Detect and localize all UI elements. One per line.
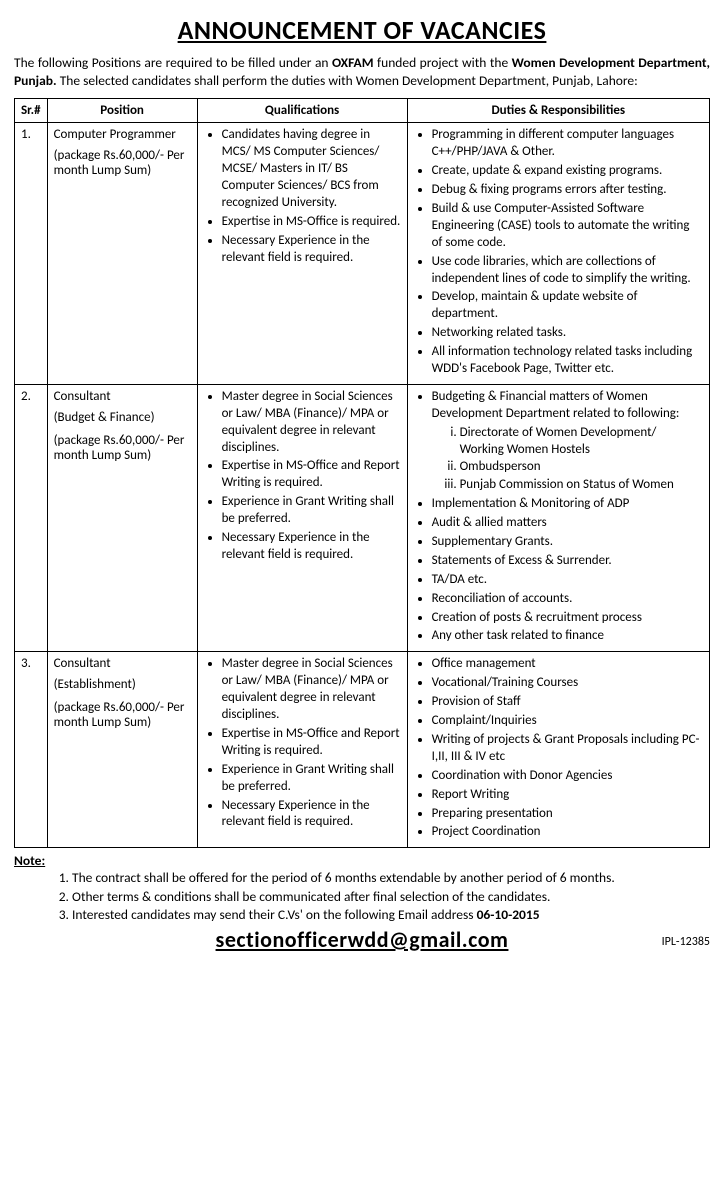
position-subtitle: (Budget & Finance) [54,410,191,425]
notes-block: Note: The contract shall be offered for … [14,852,710,924]
duty-item: All information technology related tasks… [432,344,703,378]
position-title: Consultant [54,656,191,671]
header-duties: Duties & Responsibilities [407,99,709,123]
duty-item: Supplementary Grants. [432,534,703,551]
qualification-item: Expertise in MS-Office and Report Writin… [222,458,401,492]
duty-item: Creation of posts & recruitment process [432,610,703,627]
position-subtitle: (Establishment) [54,677,191,692]
qualification-item: Master degree in Social Sciences or Law/… [222,656,401,724]
duty-item: Writing of projects & Grant Proposals in… [432,732,703,766]
position-package: (package Rs.60,000/- Per month Lump Sum) [54,700,191,730]
duty-subitem: Directorate of Women Development/ Workin… [460,425,703,459]
duty-subitem: Ombudsperson [460,459,703,476]
cell-position: Consultant (Budget & Finance) (package Rs.… [47,384,197,651]
duty-item: Develop, maintain & update website of de… [432,289,703,323]
note-item: Interested candidates may send their C.V… [72,906,710,924]
qualification-item: Necessary Experience in the relevant fie… [222,530,401,564]
qualification-item: Expertise in MS-Office and Report Writin… [222,726,401,760]
table-row: 3. Consultant (Establishment) (package Rs.6… [15,652,710,848]
notes-list: The contract shall be offered for the pe… [14,869,710,924]
vacancy-table: Sr.# Position Qualifications Duties & Re… [14,98,710,848]
cell-position: Computer Programmer (package Rs.60,000/- … [47,123,197,384]
duty-item: Use code libraries, which are collection… [432,254,703,288]
page-title: ANNOUNCEMENT OF VACANCIES [14,14,710,46]
position-package: (package Rs.60,000/- Per month Lump Sum) [54,433,191,463]
duty-item: Complaint/Inquiries [432,713,703,730]
qualification-item: Master degree in Social Sciences or Law/… [222,389,401,457]
duty-item: Implementation & Monitoring of ADP [432,496,703,513]
duty-item: Vocational/Training Courses [432,675,703,692]
duty-item: Build & use Computer-Assisted Software E… [432,201,703,252]
cell-qualifications: Master degree in Social Sciences or Law/… [197,652,407,848]
duty-item: Budgeting & Financial matters of Women D… [432,389,703,494]
duty-item: Create, update & expand existing program… [432,163,703,180]
cell-qualifications: Candidates having degree in MCS/ MS Comp… [197,123,407,384]
qualification-item: Expertise in MS-Office is required. [222,214,401,231]
qualification-item: Experience in Grant Writing shall be pre… [222,762,401,796]
qualification-item: Candidates having degree in MCS/ MS Comp… [222,127,401,211]
note-item: Other terms & conditions shall be commun… [72,888,710,906]
duty-subitem: Punjab Commission on Status of Women [460,477,703,494]
table-header-row: Sr.# Position Qualifications Duties & Re… [15,99,710,123]
intro-paragraph: The following Positions are required to … [14,54,710,90]
duty-item: Programming in different computer langua… [432,127,703,161]
cell-sr: 1. [15,123,48,384]
qualification-item: Necessary Experience in the relevant fie… [222,233,401,267]
cell-sr: 2. [15,384,48,651]
duty-item: Project Coordination [432,824,703,841]
cell-qualifications: Master degree in Social Sciences or Law/… [197,384,407,651]
intro-oxfam: OXFAM [332,54,374,71]
intro-post: The selected candidates shall perform th… [57,72,638,89]
cell-position: Consultant (Establishment) (package Rs.60,… [47,652,197,848]
duty-item: Report Writing [432,787,703,804]
header-position: Position [47,99,197,123]
duty-item: TA/DA etc. [432,572,703,589]
duty-item: Statements of Excess & Surrender. [432,553,703,570]
cell-sr: 3. [15,652,48,848]
header-qualifications: Qualifications [197,99,407,123]
header-sr: Sr.# [15,99,48,123]
duty-item: Debug & fixing programs errors after tes… [432,182,703,199]
cell-duties: Office management Vocational/Training Cou… [407,652,709,848]
duty-item: Provision of Staff [432,694,703,711]
duty-item: Reconciliation of accounts. [432,591,703,608]
position-title: Computer Programmer [54,127,191,142]
table-row: 2. Consultant (Budget & Finance) (package R… [15,384,710,651]
duty-item: Coordination with Donor Agencies [432,768,703,785]
intro-mid: funded project with the [374,54,512,71]
qualification-item: Necessary Experience in the relevant fie… [222,798,401,832]
note-item: The contract shall be offered for the pe… [72,869,710,887]
duty-item: Office management [432,656,703,673]
qualification-item: Experience in Grant Writing shall be pre… [222,494,401,528]
position-title: Consultant [54,389,191,404]
notes-label: Note: [14,852,54,869]
position-package: (package Rs.60,000/- Per month Lump Sum) [54,148,191,178]
duty-item: Any other task related to finance [432,628,703,645]
cell-duties: Budgeting & Financial matters of Women D… [407,384,709,651]
intro-pre: The following Positions are required to … [14,54,332,71]
duty-item: Networking related tasks. [432,325,703,342]
table-row: 1. Computer Programmer (package Rs.60,000/… [15,123,710,384]
duty-item: Audit & allied matters [432,515,703,532]
duty-item: Preparing presentation [432,806,703,823]
cell-duties: Programming in different computer langua… [407,123,709,384]
